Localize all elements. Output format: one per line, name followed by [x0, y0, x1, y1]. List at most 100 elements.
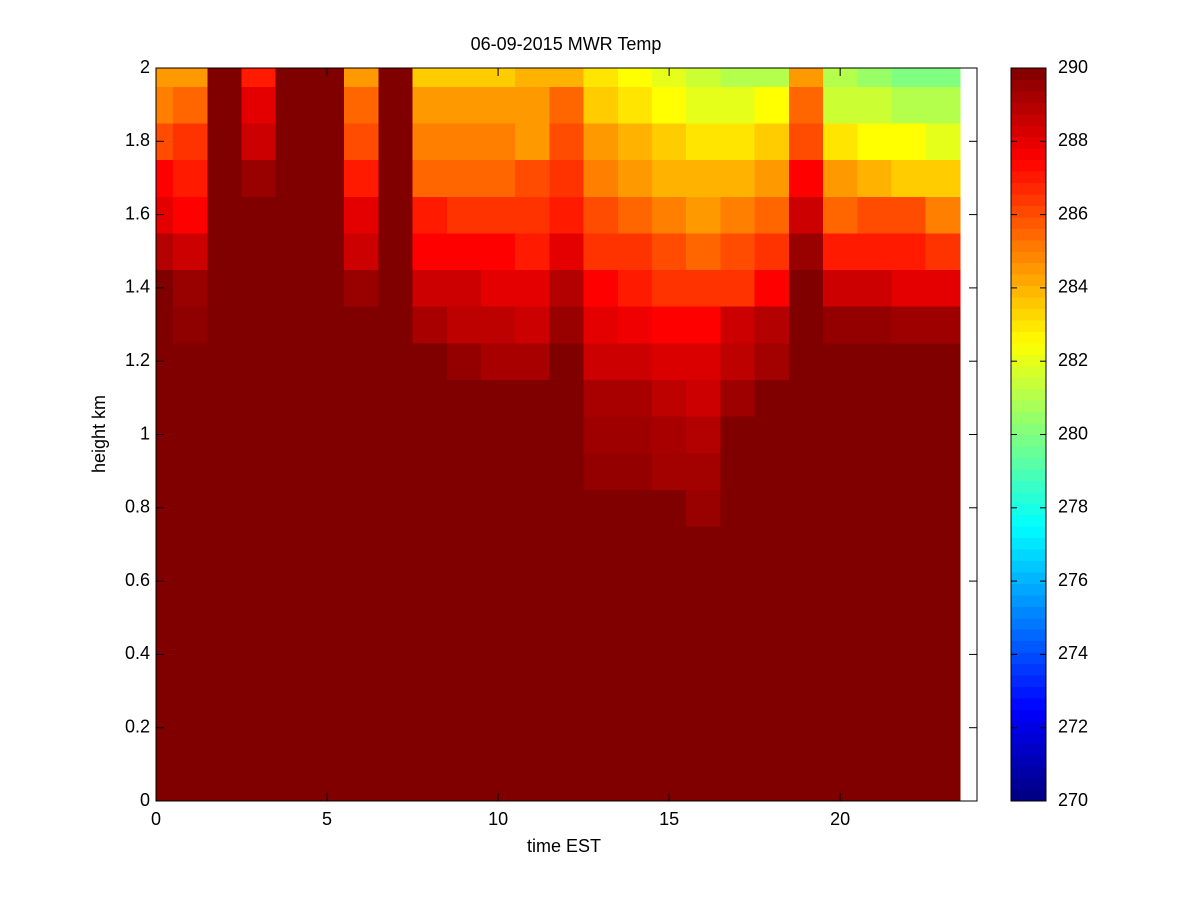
heat-cell: [412, 86, 448, 124]
heat-cell: [173, 342, 208, 381]
x-axis-label: time EST: [527, 836, 601, 856]
colorbar-band: [1011, 606, 1046, 619]
heat-cell: [720, 122, 756, 161]
x-tick-label: 10: [488, 809, 508, 829]
heat-cell: [515, 379, 550, 417]
heat-cell: [173, 196, 208, 234]
heat-cell: [891, 709, 927, 747]
heat-cell: [207, 636, 243, 674]
heat-cell: [309, 122, 345, 161]
heat-cell: [823, 232, 858, 271]
heat-cell: [378, 68, 414, 87]
heat-cell: [788, 196, 824, 234]
heat-cell: [378, 782, 414, 802]
heat-cell: [891, 196, 927, 234]
heat-cell: [344, 68, 379, 87]
heat-cell: [446, 86, 482, 124]
heat-cell: [207, 489, 243, 527]
heat-cell: [754, 342, 790, 381]
heat-cell: [925, 672, 961, 710]
heat-cell: [480, 342, 516, 381]
heat-cell: [309, 269, 345, 307]
heat-cell: [754, 746, 790, 784]
colorbar-band: [1011, 766, 1046, 779]
heat-cell: [275, 709, 311, 747]
heat-cell: [412, 452, 448, 490]
heat-cell: [788, 452, 824, 490]
heat-cell: [207, 86, 243, 124]
heat-cell: [275, 342, 311, 381]
heat-cell: [515, 416, 550, 454]
heat-cell: [173, 379, 208, 417]
heat-cell: [207, 122, 243, 161]
heat-cell: [173, 709, 208, 747]
heat-cell: [549, 122, 585, 161]
heat-cell: [549, 782, 585, 802]
heat-cell: [720, 232, 756, 271]
heat-cell: [925, 306, 961, 344]
heat-cell: [857, 68, 892, 87]
heat-cell: [549, 672, 585, 710]
heat-cell: [686, 232, 721, 271]
colorbar-tick-label: 280: [1058, 423, 1088, 443]
heat-cell: [549, 746, 585, 784]
heat-cell: [617, 379, 653, 417]
y-tick-label: 1.4: [125, 277, 150, 297]
heat-cell: [173, 452, 208, 490]
heat-cell: [378, 306, 414, 344]
heat-cell: [720, 269, 756, 307]
heat-cell: [480, 672, 516, 710]
heat-cell: [309, 489, 345, 527]
heat-cell: [549, 196, 585, 234]
heat-cell: [788, 782, 824, 802]
heat-cell: [156, 122, 174, 161]
heat-cell: [823, 599, 858, 637]
heat-cell: [480, 122, 516, 161]
heat-cell: [412, 599, 448, 637]
heat-cell: [925, 159, 961, 197]
colorbar-tick-label: 276: [1058, 570, 1088, 590]
colorbar-band: [1011, 102, 1046, 115]
heat-cell: [823, 489, 858, 527]
heat-cell: [207, 196, 243, 234]
heat-cell: [652, 68, 687, 87]
heat-cell: [344, 636, 379, 674]
heat-cell: [652, 782, 687, 802]
heat-cell: [309, 342, 345, 381]
heat-cell: [617, 159, 653, 197]
heat-cell: [378, 672, 414, 710]
heat-cell: [173, 416, 208, 454]
heat-cell: [925, 416, 961, 454]
heat-cell: [412, 416, 448, 454]
heat-cell: [344, 416, 379, 454]
heat-cell: [446, 599, 482, 637]
heat-cell: [720, 416, 756, 454]
heat-cell: [583, 452, 619, 490]
heat-cell: [207, 672, 243, 710]
heat-cell: [241, 68, 277, 87]
heat-cell: [925, 342, 961, 381]
heat-cell: [515, 562, 550, 600]
heat-cell: [515, 306, 550, 344]
colorbar-band: [1011, 274, 1046, 287]
heat-cell: [823, 526, 858, 564]
heat-cell: [925, 562, 961, 600]
heat-cell: [617, 416, 653, 454]
heat-cell: [891, 86, 927, 124]
y-tick-label: 1.6: [125, 203, 150, 223]
heat-cell: [686, 122, 721, 161]
heat-cell: [617, 232, 653, 271]
y-tick-label: 2: [140, 57, 150, 77]
heat-cell: [275, 599, 311, 637]
heat-cell: [173, 68, 208, 87]
heat-cell: [823, 452, 858, 490]
heat-cell: [156, 68, 174, 87]
heat-cell: [173, 232, 208, 271]
heat-cell: [378, 416, 414, 454]
heat-cell: [754, 636, 790, 674]
heat-cell: [378, 196, 414, 234]
heat-cell: [241, 342, 277, 381]
heat-cell: [207, 526, 243, 564]
heat-cell: [549, 636, 585, 674]
